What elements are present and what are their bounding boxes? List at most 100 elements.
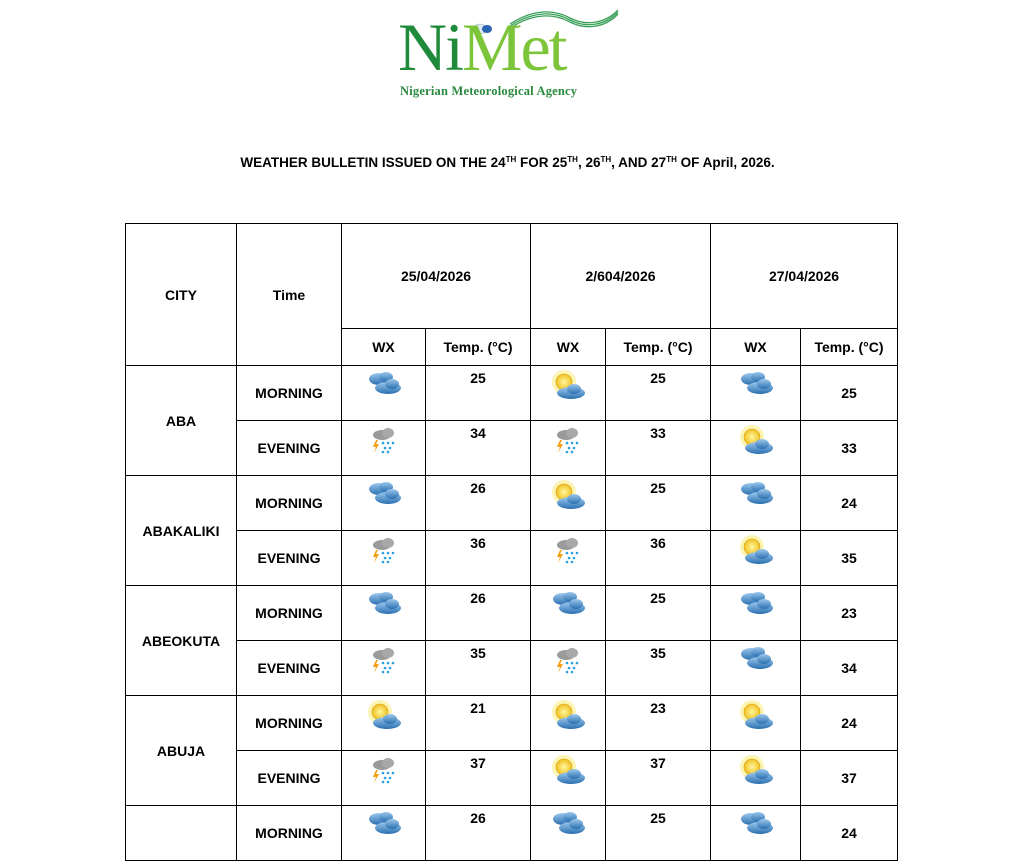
header-time: Time	[236, 223, 342, 366]
header-wx: WX	[341, 328, 426, 366]
thunderstorm-icon	[364, 758, 404, 792]
table-row: MORNING 26 25 24	[125, 805, 898, 861]
time-of-day: EVENING	[236, 420, 342, 476]
wx-cell	[530, 365, 606, 421]
time-of-day: MORNING	[236, 365, 342, 421]
time-of-day: MORNING	[236, 805, 342, 861]
wx-cell	[710, 530, 801, 586]
time-of-day: EVENING	[236, 530, 342, 586]
header-city: CITY	[125, 223, 237, 366]
temperature: 25	[605, 805, 711, 861]
city-name	[125, 805, 237, 861]
wx-cell	[530, 695, 606, 751]
cloudy-icon	[736, 812, 776, 847]
thunderstorm-icon	[364, 648, 404, 682]
wx-cell	[341, 805, 426, 861]
temperature: 35	[425, 640, 531, 696]
wx-cell	[341, 750, 426, 806]
logo-subtitle: Nigerian Meteorological Agency	[400, 84, 578, 98]
partly-sunny-icon	[736, 755, 776, 792]
temperature: 21	[425, 695, 531, 751]
city-name: ABAKALIKI	[125, 475, 237, 586]
logo-wordmark: NiMet	[398, 9, 568, 85]
wx-cell	[341, 420, 426, 476]
nimet-logo: NiMet Nigerian Meteorological Agency	[398, 4, 619, 100]
temperature: 37	[605, 750, 711, 806]
wx-cell	[710, 750, 801, 806]
wave-graphic	[510, 9, 619, 29]
cloudy-icon	[364, 592, 404, 627]
wx-cell	[341, 365, 426, 421]
time-of-day: EVENING	[236, 750, 342, 806]
temperature: 34	[425, 420, 531, 476]
cloudy-icon	[364, 482, 404, 517]
temperature: 26	[425, 475, 531, 531]
partly-sunny-icon	[736, 535, 776, 572]
cloudy-icon	[364, 812, 404, 847]
time-of-day: MORNING	[236, 585, 342, 641]
temperature: 36	[425, 530, 531, 586]
header-temp: Temp. (°C)	[605, 328, 711, 366]
temperature: 25	[800, 365, 898, 421]
wx-cell	[710, 805, 801, 861]
temperature: 24	[800, 805, 898, 861]
wx-cell	[341, 530, 426, 586]
temperature: 35	[605, 640, 711, 696]
temperature: 25	[425, 365, 531, 421]
time-of-day: MORNING	[236, 475, 342, 531]
thunderstorm-icon	[364, 428, 404, 462]
wx-cell	[530, 640, 606, 696]
partly-sunny-icon	[548, 370, 588, 407]
temperature: 34	[800, 640, 898, 696]
temperature: 33	[800, 420, 898, 476]
temperature: 37	[425, 750, 531, 806]
temperature: 25	[605, 585, 711, 641]
wx-cell	[530, 530, 606, 586]
wx-cell	[341, 585, 426, 641]
header-wx: WX	[530, 328, 606, 366]
time-of-day: EVENING	[236, 640, 342, 696]
partly-sunny-icon	[364, 700, 404, 737]
cloudy-icon	[364, 372, 404, 407]
forecast-table: CITY Time 25/04/2026 2/604/2026 27/04/20…	[125, 223, 898, 861]
city-name: ABUJA	[125, 695, 237, 806]
wx-cell	[530, 805, 606, 861]
partly-sunny-icon	[548, 755, 588, 792]
wx-cell	[710, 585, 801, 641]
wx-cell	[710, 475, 801, 531]
table-row: ABA MORNING 25 25 25	[125, 365, 898, 476]
header-date: 2/604/2026	[530, 223, 711, 329]
temperature: 26	[425, 805, 531, 861]
wx-cell	[710, 695, 801, 751]
temperature: 25	[605, 475, 711, 531]
header-wx: WX	[710, 328, 801, 366]
partly-sunny-icon	[548, 480, 588, 517]
thunderstorm-icon	[364, 538, 404, 572]
wx-cell	[530, 475, 606, 531]
table-row: ABEOKUTA MORNING 26 25 23	[125, 585, 898, 696]
wx-cell	[530, 585, 606, 641]
city-name: ABA	[125, 365, 237, 476]
bulletin-title: WEATHER BULLETIN ISSUED ON THE 24TH FOR …	[240, 155, 775, 170]
cloudy-icon	[736, 647, 776, 682]
header-date: 25/04/2026	[341, 223, 531, 329]
table-row: EVENING 36 36 35	[126, 530, 898, 586]
temperature: 23	[605, 695, 711, 751]
wx-cell	[341, 640, 426, 696]
temperature: 33	[605, 420, 711, 476]
thunderstorm-icon	[548, 538, 588, 572]
cloudy-icon	[736, 372, 776, 407]
temperature: 24	[800, 695, 898, 751]
table-row: ABUJA MORNING 21 23 24	[125, 695, 898, 806]
wx-cell	[530, 750, 606, 806]
wx-cell	[341, 695, 426, 751]
header-date: 27/04/2026	[710, 223, 898, 329]
wx-cell	[530, 420, 606, 476]
table-row: EVENING 37 37 37	[126, 750, 898, 806]
wx-cell	[710, 640, 801, 696]
temperature: 35	[800, 530, 898, 586]
table-row: EVENING 34 33 33	[126, 420, 898, 476]
partly-sunny-icon	[736, 700, 776, 737]
cloudy-icon	[736, 592, 776, 627]
city-name: ABEOKUTA	[125, 585, 237, 696]
